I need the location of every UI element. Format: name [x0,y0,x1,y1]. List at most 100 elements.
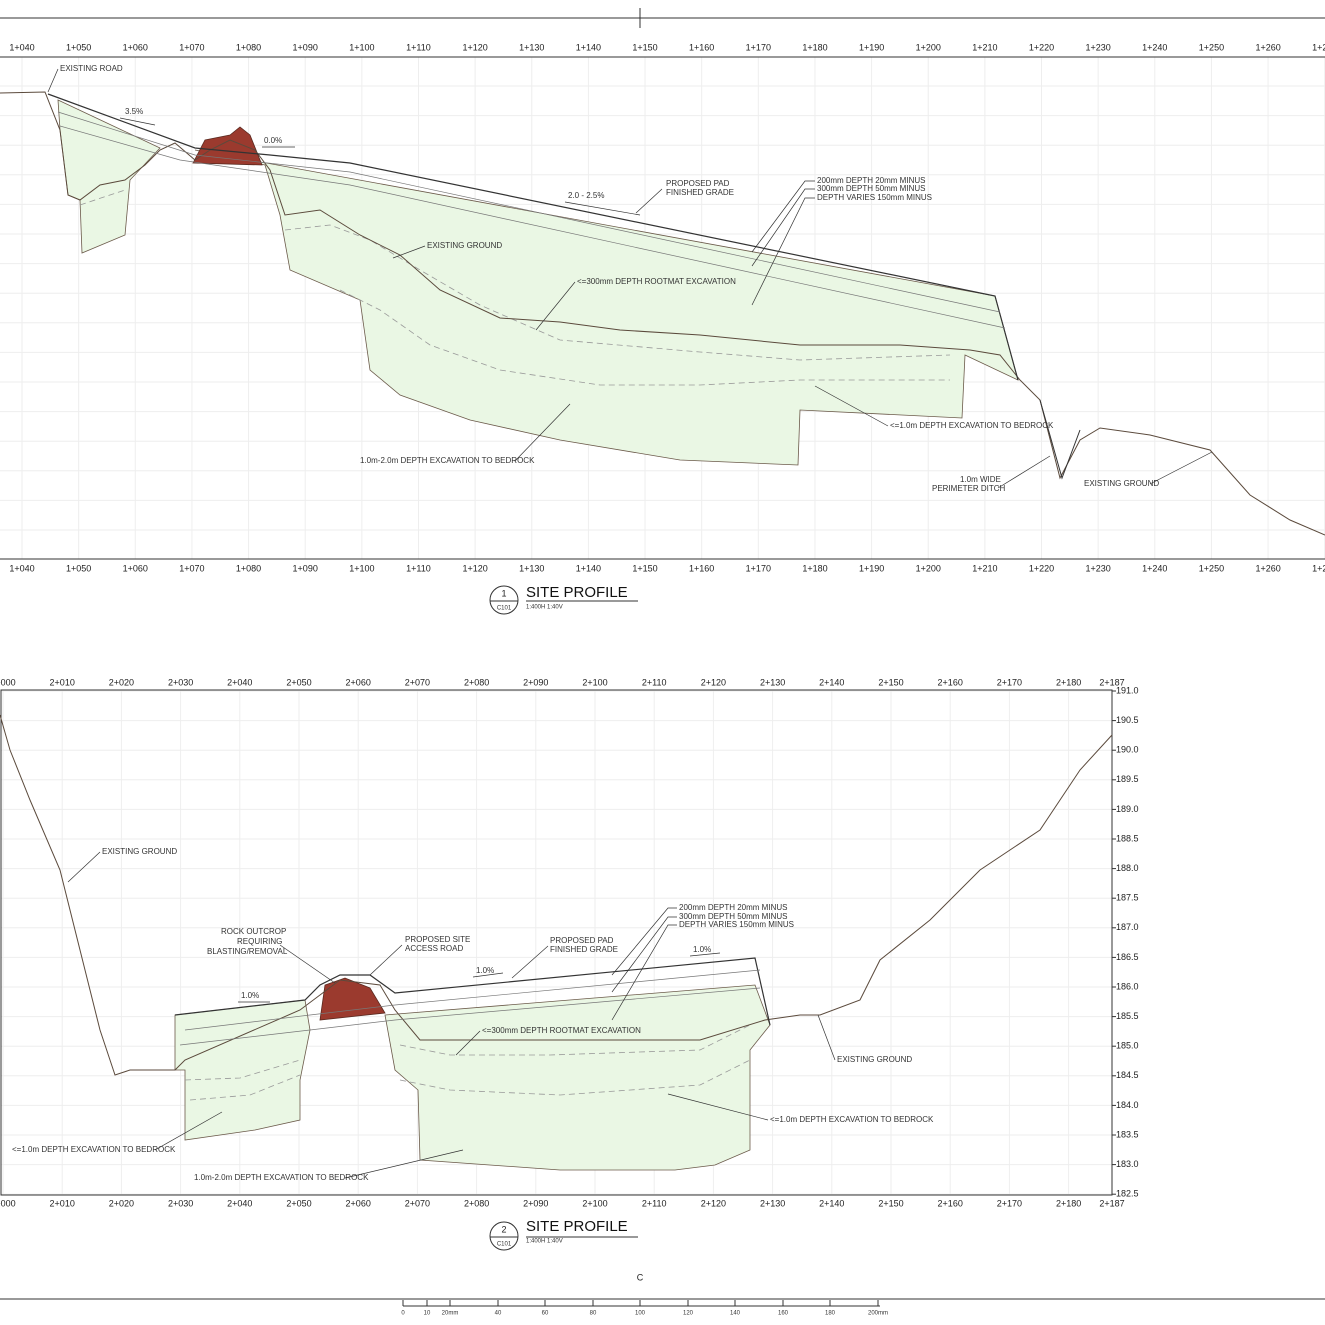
station-label: 1+260 [1255,42,1280,52]
station-label: 1+270 [1312,42,1325,52]
station-label: 1+130 [519,563,544,573]
annotation: ROCK OUTCROP [221,927,286,936]
station-label: 1+250 [1199,42,1224,52]
station-label: 2+000 [0,1198,16,1208]
annotation: <=1.0m DEPTH EXCAVATION TO BEDROCK [12,1145,176,1154]
annotation: 300mm DEPTH 50mm MINUS [817,184,925,193]
scale-label: 100 [635,1311,646,1317]
station-label: 2+090 [523,677,548,687]
station-label: 1+050 [66,563,91,573]
station-label: 1+240 [1142,563,1167,573]
station-label: 2+090 [523,1198,548,1208]
station-label: 2+130 [760,677,785,687]
station-label: 2+070 [405,1198,430,1208]
station-label: 2+080 [464,1198,489,1208]
station-label: 2+170 [997,1198,1022,1208]
station-label: 2+100 [582,1198,607,1208]
annotation: 0.0% [264,136,282,145]
station-label: 2+187 [1099,677,1124,687]
existing-ground [0,714,1113,1076]
grade-offset [184,969,761,1031]
station-label: 1+150 [632,42,657,52]
station-label: 1+040 [9,563,34,573]
annotation: ACCESS ROAD [405,944,463,953]
station-label: 1+180 [802,42,827,52]
annotation: <=300mm DEPTH ROOTMAT EXCAVATION [482,1026,641,1035]
station-label: 2+030 [168,1198,193,1208]
leaders [47,68,1213,489]
station-label: 1+210 [972,563,997,573]
station-label: 2+050 [286,677,311,687]
excavation-line [399,1024,751,1056]
annotation: <=1.0m DEPTH EXCAVATION TO BEDROCK [770,1115,934,1124]
station-label: 2+040 [227,1198,252,1208]
scale-label: 80 [590,1311,597,1317]
station-label: 1+100 [349,563,374,573]
station-label: 1+120 [462,42,487,52]
elevation-label: 182.5 [1116,1189,1139,1199]
station-label: 2+040 [227,677,252,687]
station-label: 1+190 [859,563,884,573]
excavation-line [189,1074,301,1101]
station-label: 2+110 [642,677,667,687]
scale-label: 200mm [868,1311,888,1317]
station-label: 1+240 [1142,42,1167,52]
station-label: 1+070 [179,563,204,573]
annotation: 3.5% [125,107,143,116]
elevation-label: 183.5 [1116,1129,1139,1139]
station-label: 2+120 [701,677,726,687]
annotation: 1.0% [241,991,259,1000]
station-label: 1+060 [123,563,148,573]
station-label: 1+170 [746,42,771,52]
station-label: 1+090 [293,563,318,573]
station-label: 2+060 [346,1198,371,1208]
leaders [67,851,836,1179]
elevation-label: 187.0 [1116,922,1139,932]
station-label: 2+020 [109,1198,134,1208]
annotation: 200mm DEPTH 20mm MINUS [817,176,925,185]
elevation-label: 189.0 [1116,804,1139,814]
station-label: 2+010 [50,677,75,687]
station-label: 1+260 [1255,563,1280,573]
station-label: 2+180 [1056,1198,1081,1208]
station-label: 2+170 [997,677,1022,687]
station-label: 2+120 [701,1198,726,1208]
station-label: 2+130 [760,1198,785,1208]
station-label: 1+220 [1029,42,1054,52]
rock-outcrop [192,126,263,166]
annotation: 200mm DEPTH 20mm MINUS [679,903,787,912]
scale-label: 140 [730,1311,741,1317]
station-label: 1+140 [576,563,601,573]
station-label: 1+250 [1199,563,1224,573]
title-block: 1 C101 SITE PROFILE 1:400H 1:40V [489,584,638,615]
scale-label: 10 [424,1311,431,1317]
excavation-line [284,224,951,361]
profile-frame [0,689,1113,1196]
station-label: 1+180 [802,563,827,573]
grade-offset [179,987,761,1046]
station-label: 1+170 [746,563,771,573]
annotation: 1.0% [693,945,711,954]
elevation-label: 186.5 [1116,952,1139,962]
annotation: DEPTH VARIES 150mm MINUS [679,920,794,929]
station-label: 1+050 [66,42,91,52]
elevation-label: 185.0 [1116,1041,1139,1051]
station-label: 2+100 [582,677,607,687]
elevation-label: 187.5 [1116,893,1139,903]
rock-outcrop [319,977,386,1021]
station-label: 2+070 [405,677,430,687]
scale-label: 20mm [442,1311,459,1317]
station-label: 2+020 [109,677,134,687]
annotation: EXISTING GROUND [1084,479,1159,488]
station-label: 1+140 [576,42,601,52]
elevation-label: 184.5 [1116,1070,1139,1080]
annotation: 1.0% [476,966,494,975]
profile-title: SITE PROFILE [526,1218,628,1235]
annotation: EXISTING ROAD [60,64,123,73]
annotation: FINISHED GRADE [550,945,618,954]
station-label: 1+160 [689,42,714,52]
elevation-label: 190.0 [1116,745,1139,755]
station-label: 1+130 [519,42,544,52]
station-label: 2+080 [464,677,489,687]
